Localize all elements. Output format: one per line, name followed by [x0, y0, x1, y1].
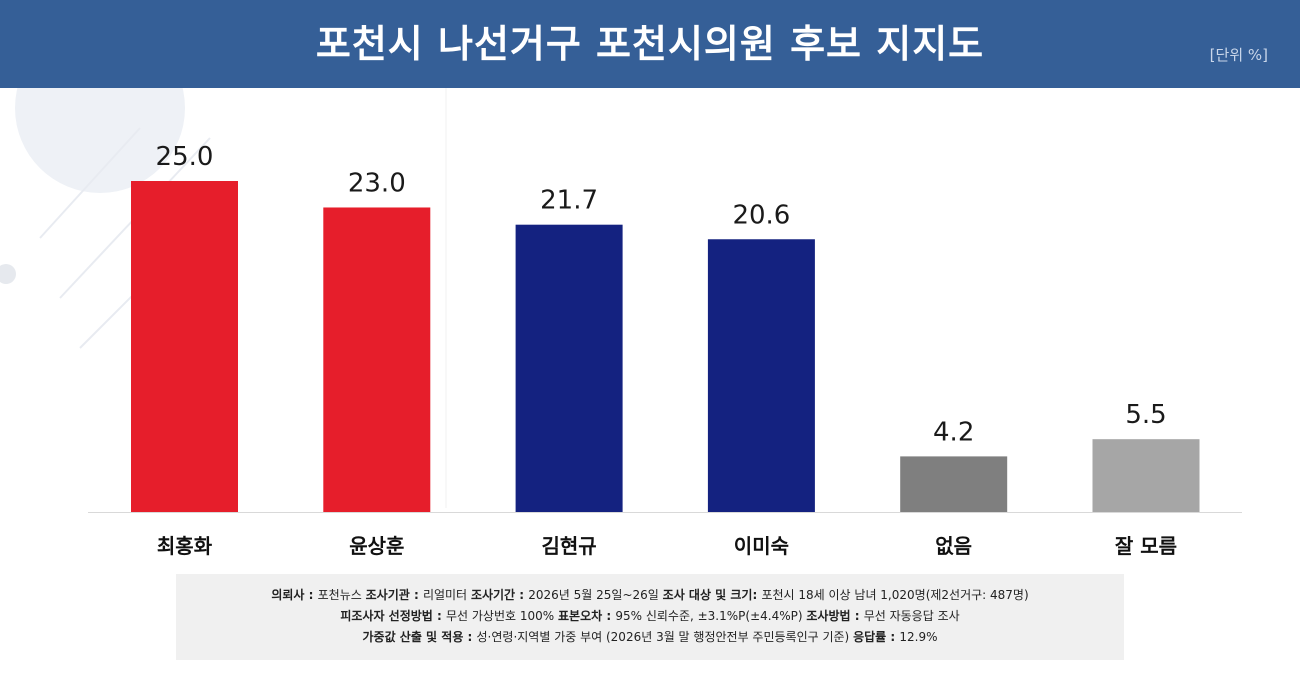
survey-info-key: 조사기관 : [365, 588, 423, 602]
survey-info-key: 의뢰사 : [271, 588, 318, 602]
survey-info-key: 조사방법 : [806, 609, 864, 623]
survey-info-key: 피조사자 선정방법 : [340, 609, 446, 623]
survey-info-value: 12.9% [899, 630, 938, 644]
value-label-5: 4.2 [933, 417, 974, 447]
survey-info-line-3: 가중값 산출 및 적용 : 성·연령·지역별 가중 부여 (2026년 3월 말… [176, 628, 1124, 645]
survey-info-key: 조사 대상 및 크기: [662, 588, 762, 602]
survey-info-line-1: 의뢰사 : 포천뉴스 조사기관 : 리얼미터 조사기간 : 2026년 5월 2… [176, 586, 1124, 603]
unit-label: [단위 %] [1209, 46, 1268, 64]
category-label-3: 김현규 [541, 534, 596, 558]
bar-5 [900, 456, 1008, 512]
survey-info-box: 의뢰사 : 포천뉴스 조사기관 : 리얼미터 조사기간 : 2026년 5월 2… [176, 574, 1124, 660]
survey-info-value: 포천뉴스 [317, 588, 362, 602]
survey-info-value: 리얼미터 [422, 588, 468, 602]
header-bar [0, 0, 1300, 88]
survey-info-key: 가중값 산출 및 적용 : [362, 630, 477, 644]
survey-info-value: 95% 신뢰수준, ±3.1%P(±4.4%P) [615, 609, 803, 623]
category-label-4: 이미숙 [734, 534, 789, 558]
value-label-6: 5.5 [1125, 400, 1166, 430]
survey-info-value: 무선 가상번호 100% [446, 609, 555, 623]
value-label-1: 25.0 [156, 142, 214, 172]
value-label-3: 21.7 [540, 186, 598, 216]
bar-4 [707, 239, 815, 513]
background-decoration [0, 88, 447, 508]
survey-info-line-2: 피조사자 선정방법 : 무선 가상번호 100% 표본오차 : 95% 신뢰수준… [176, 607, 1124, 624]
bar-6 [1092, 439, 1200, 512]
bar-3 [515, 224, 623, 512]
category-label-2: 윤상훈 [349, 534, 404, 558]
value-label-2: 23.0 [348, 168, 406, 198]
survey-info-key: 응답률 : [853, 630, 900, 644]
bar-chart: 25.0 최홍화 23.0 윤상훈 21.7 김현규 20.6 이미숙 4.2 없음 5.5 잘 모름 [88, 142, 1242, 558]
chart-title: 포천시 나선거구 포천시의원 후보 지지도 [315, 22, 985, 66]
value-label-4: 20.6 [732, 200, 790, 230]
survey-info-value: 2026년 5월 25일~26일 [528, 588, 659, 602]
category-label-1: 최홍화 [157, 534, 213, 558]
bar-2 [323, 207, 431, 512]
survey-info-key: 표본오차 : [558, 609, 616, 623]
survey-info-key: 조사기간 : [470, 588, 529, 602]
survey-info-value: 포천시 18세 이상 남녀 1,020명(제2선거구: 487명) [761, 588, 1029, 602]
bar-1 [131, 181, 238, 512]
category-label-5: 없음 [935, 534, 972, 558]
survey-info-value: 무선 자동응답 조사 [863, 609, 960, 623]
category-label-6: 잘 모름 [1115, 534, 1177, 558]
survey-info-value: 성·연령·지역별 가중 부여 (2026년 3월 말 행정안전부 주민등록인구 … [476, 630, 850, 644]
